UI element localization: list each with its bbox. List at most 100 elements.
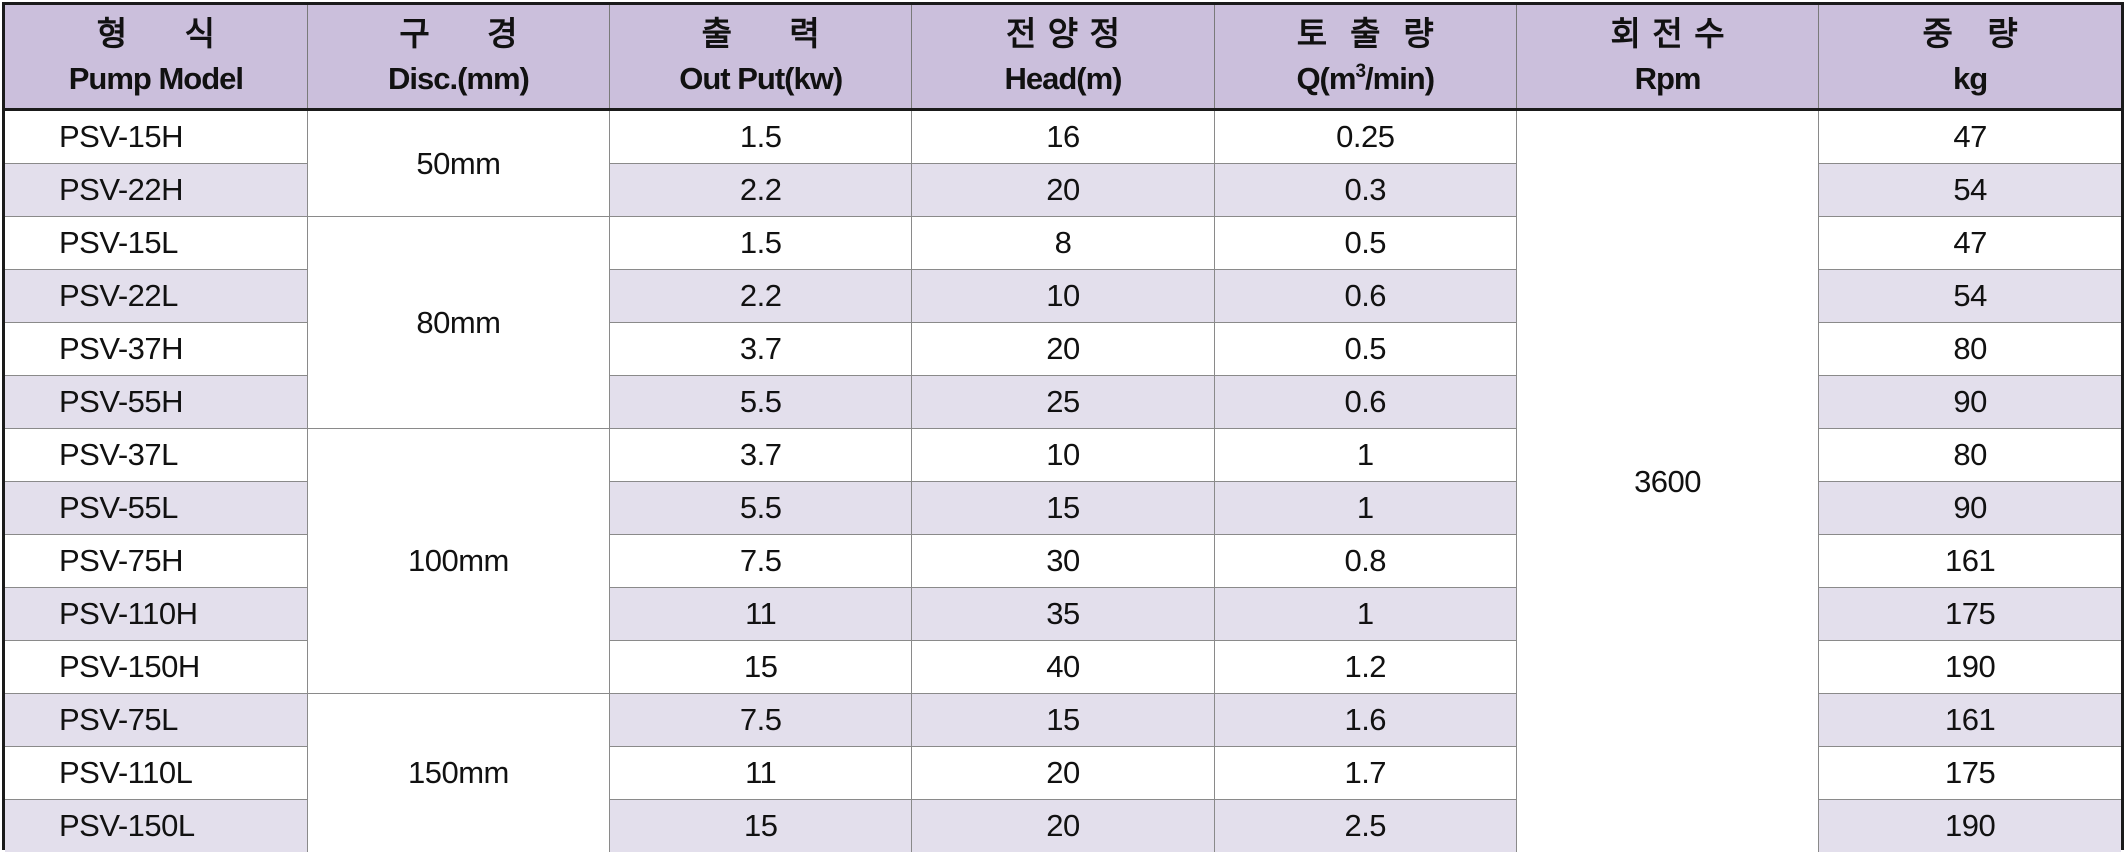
cell-head: 15 xyxy=(911,693,1215,747)
header-discharge-en-sup: 3 xyxy=(1355,60,1366,82)
cell-discharge: 0.6 xyxy=(1213,269,1517,323)
cell-weight: 161 xyxy=(1818,693,2121,747)
header-discharge-kr: 토 출 량 xyxy=(1296,13,1434,53)
cell-head: 20 xyxy=(911,799,1215,852)
cell-output: 1.5 xyxy=(609,109,912,164)
cell-output: 3.7 xyxy=(609,322,912,376)
header-disc-kr: 구 경 xyxy=(399,13,518,53)
cell-head: 20 xyxy=(911,163,1215,217)
cell-model: PSV-37H xyxy=(5,322,308,376)
header-discharge-en-post: /min) xyxy=(1365,60,1435,96)
cell-head: 20 xyxy=(911,746,1215,800)
table-row: PSV-55L 5.5 15 1 90 xyxy=(5,481,2121,535)
table-row: PSV-150L 15 20 2.5 190 xyxy=(5,799,2121,852)
cell-discharge: 1.7 xyxy=(1213,746,1517,800)
header-output: 출 력 Out Put(kw) xyxy=(609,5,912,111)
table-row: PSV-22H 2.2 20 0.3 54 xyxy=(5,163,2121,217)
table-row: PSV-55H 5.5 25 0.6 90 xyxy=(5,375,2121,429)
header-rpm: 회 전 수 Rpm xyxy=(1515,5,1819,111)
table-row: PSV-75H 7.5 30 0.8 161 xyxy=(5,534,2121,588)
cell-weight: 54 xyxy=(1818,269,2121,323)
cell-output: 3.7 xyxy=(609,428,912,482)
cell-head: 10 xyxy=(911,269,1215,323)
table-row: PSV-37H 3.7 20 0.5 80 xyxy=(5,322,2121,376)
header-weight: 중 량 kg xyxy=(1818,5,2121,111)
header-disc: 구 경 Disc.(mm) xyxy=(306,5,610,111)
cell-model: PSV-110H xyxy=(5,587,308,641)
cell-weight: 90 xyxy=(1818,481,2121,535)
cell-output: 15 xyxy=(609,799,912,852)
cell-model: PSV-55L xyxy=(5,481,308,535)
cell-output: 1.5 xyxy=(609,216,912,270)
cell-weight: 54 xyxy=(1818,163,2121,217)
cell-output: 15 xyxy=(609,640,912,694)
cell-weight: 175 xyxy=(1818,746,2121,800)
cell-output: 7.5 xyxy=(609,534,912,588)
cell-head: 40 xyxy=(911,640,1215,694)
cell-discharge: 0.3 xyxy=(1213,163,1517,217)
cell-model: PSV-75H xyxy=(5,534,308,588)
cell-rpm: 3600 xyxy=(1515,109,1819,852)
cell-head: 15 xyxy=(911,481,1215,535)
cell-model: PSV-150L xyxy=(5,799,308,852)
cell-head: 10 xyxy=(911,428,1215,482)
table-header-row: 형 식 Pump Model 구 경 Disc.(mm) 출 력 Out Put… xyxy=(5,5,2121,111)
header-disc-en: Disc.(mm) xyxy=(387,60,530,96)
table-row: PSV-37L 100mm 3.7 10 1 80 xyxy=(5,428,2121,694)
cell-output: 7.5 xyxy=(609,693,912,747)
cell-disc-group: 50mm xyxy=(306,109,610,217)
header-output-kr: 출 력 xyxy=(701,13,820,53)
cell-weight: 190 xyxy=(1818,640,2121,694)
header-pump-model-kr: 형 식 xyxy=(96,13,215,53)
header-weight-kr: 중 량 xyxy=(1922,13,2018,53)
cell-model: PSV-110L xyxy=(5,746,308,800)
cell-output: 2.2 xyxy=(609,163,912,217)
cell-discharge: 1 xyxy=(1213,587,1517,641)
cell-weight: 190 xyxy=(1818,799,2121,852)
cell-weight: 47 xyxy=(1818,109,2121,164)
header-head-kr: 전 양 정 xyxy=(1005,13,1121,53)
cell-head: 25 xyxy=(911,375,1215,429)
cell-discharge: 0.5 xyxy=(1213,216,1517,270)
cell-discharge: 0.25 xyxy=(1213,109,1517,164)
cell-weight: 175 xyxy=(1818,587,2121,641)
header-rpm-en: Rpm xyxy=(1634,60,1702,96)
cell-model: PSV-55H xyxy=(5,375,308,429)
cell-weight: 80 xyxy=(1818,322,2121,376)
cell-model: PSV-75L xyxy=(5,693,308,747)
cell-output: 5.5 xyxy=(609,375,912,429)
cell-head: 20 xyxy=(911,322,1215,376)
table-row: PSV-75L 150mm 7.5 15 1.6 161 xyxy=(5,693,2121,852)
table-row: PSV-110H 11 35 1 175 xyxy=(5,587,2121,641)
cell-model: PSV-22L xyxy=(5,269,308,323)
cell-head: 16 xyxy=(911,109,1215,164)
header-output-en: Out Put(kw) xyxy=(679,60,843,96)
cell-disc-group: 150mm xyxy=(306,693,610,852)
header-discharge-en: Q(m3/min) xyxy=(1215,56,1516,102)
cell-output: 2.2 xyxy=(609,269,912,323)
cell-weight: 80 xyxy=(1818,428,2121,482)
header-pump-model: 형 식 Pump Model xyxy=(5,5,308,111)
cell-model: PSV-15H xyxy=(59,119,184,154)
cell-weight: 90 xyxy=(1818,375,2121,429)
header-rpm-kr: 회 전 수 xyxy=(1610,13,1725,53)
cell-discharge: 1 xyxy=(1213,428,1517,482)
table-row: PSV-22L 2.2 10 0.6 54 xyxy=(5,269,2121,323)
header-head-en: Head(m) xyxy=(1004,60,1122,96)
cell-model: PSV-22H xyxy=(5,163,308,217)
cell-discharge: 0.6 xyxy=(1213,375,1517,429)
pump-spec-table: 형 식 Pump Model 구 경 Disc.(mm) 출 력 Out Put… xyxy=(5,5,2121,852)
cell-discharge: 0.8 xyxy=(1213,534,1517,588)
cell-model: PSV-15L xyxy=(5,216,308,270)
cell-weight: 47 xyxy=(1818,216,2121,270)
cell-discharge: 1.6 xyxy=(1213,693,1517,747)
header-head: 전 양 정 Head(m) xyxy=(911,5,1215,111)
cell-output: 11 xyxy=(609,587,912,641)
cell-discharge: 0.5 xyxy=(1213,322,1517,376)
header-discharge: 토 출 량 Q(m3/min) xyxy=(1213,5,1517,111)
cell-discharge: 1 xyxy=(1213,481,1517,535)
cell-head: 35 xyxy=(911,587,1215,641)
cell-disc-group: 80mm xyxy=(306,216,610,429)
header-pump-model-en: Pump Model xyxy=(68,60,244,96)
